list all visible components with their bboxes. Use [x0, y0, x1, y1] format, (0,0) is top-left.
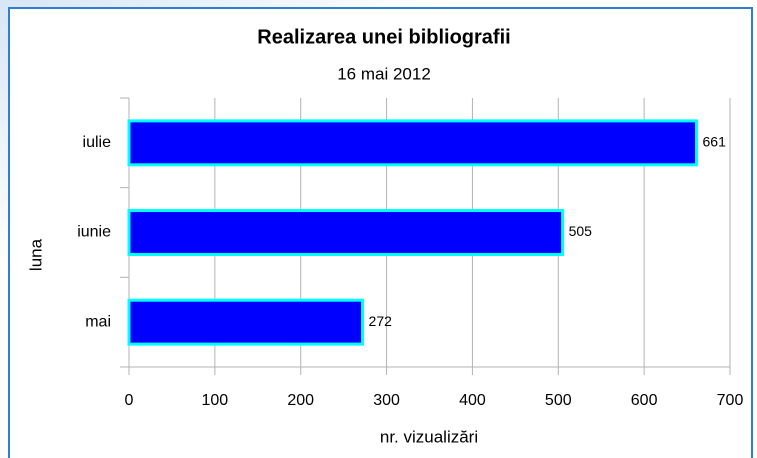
y-tick-label: iunie: [77, 224, 111, 241]
x-tick-label: 400: [459, 392, 486, 409]
bar: [127, 209, 565, 256]
x-tick-label: 100: [202, 392, 229, 409]
x-axis-label: nr. vizualizări: [380, 427, 478, 446]
chart-title: Realizarea unei bibliografii: [257, 26, 510, 48]
x-tick-label: 600: [631, 392, 658, 409]
bar: [127, 119, 699, 167]
data-label: 272: [369, 313, 393, 329]
y-tick-label: mai: [85, 313, 111, 330]
y-tick-label: iulie: [83, 134, 112, 151]
x-tick-label: 500: [545, 392, 572, 409]
y-axis-label: luna: [26, 238, 45, 271]
data-label: 661: [703, 134, 727, 150]
x-tick-label: 700: [717, 392, 744, 409]
data-label: 505: [569, 223, 593, 239]
bar: [127, 298, 365, 346]
x-tick-label: 0: [125, 392, 134, 409]
x-tick-label: 300: [373, 392, 400, 409]
chart-subtitle: 16 mai 2012: [337, 64, 431, 83]
x-tick-label: 200: [287, 392, 314, 409]
